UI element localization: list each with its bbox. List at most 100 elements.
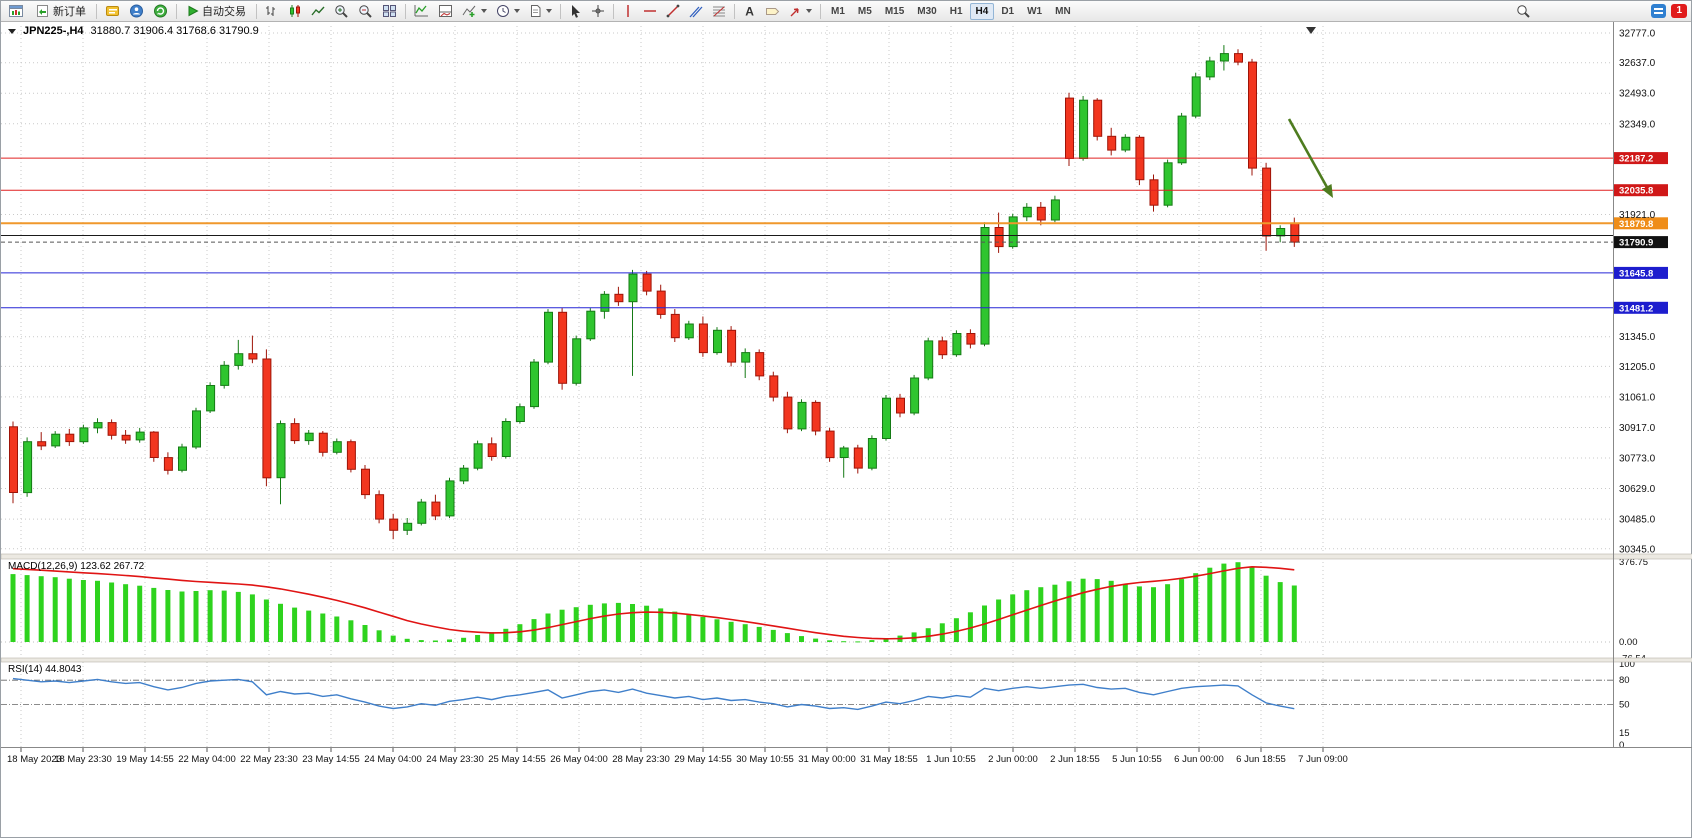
timeframe-w1[interactable]: W1 [1027,5,1043,17]
channel-tool-button[interactable] [685,2,707,20]
vertical-line-icon [627,5,629,17]
panel-separator[interactable] [1,657,1692,663]
macd-bar [1122,584,1128,642]
rsi-axis-tick: 50 [1619,700,1630,711]
macd-bar [855,641,861,643]
arrows-tool-button[interactable] [785,2,816,20]
price-axis-tick: 32777.0 [1619,29,1656,40]
indicator-window-button[interactable] [434,2,457,20]
periods-button[interactable] [492,2,524,20]
macd-bar [587,604,593,642]
candle-body [459,467,469,482]
bars-mode-button[interactable] [261,2,283,20]
candle-body [924,340,934,379]
vertical-line-tool-button[interactable] [618,2,638,20]
zoom-in-button[interactable] [330,2,353,20]
notification-badge[interactable]: 1 [1671,4,1687,18]
timeframe-m5[interactable]: M5 [857,5,872,17]
new-order-button[interactable]: 新订单 [30,2,92,20]
chart-ohlc-values: 31880.7 31906.4 31768.6 31790.9 [90,25,259,37]
chat-button[interactable] [1647,2,1670,20]
macd-bar [1024,590,1030,642]
chat-icon [1651,4,1667,18]
community-button[interactable] [125,2,148,20]
rsi-line [12,677,1295,711]
candle-body [248,353,258,360]
chart-symbol-period: JPN225-,H4 [23,25,84,37]
new-chart-button[interactable] [5,2,29,20]
price-axis-tick: 32349.0 [1619,119,1656,130]
candle-body [741,352,751,363]
candle-body [1276,228,1286,237]
timeframe-d1[interactable]: D1 [1001,5,1015,17]
crosshair-tool-button[interactable] [587,2,609,20]
line-mode-button[interactable] [307,2,329,20]
metaeditor-button[interactable] [101,2,124,20]
cursor-tool-button[interactable] [565,2,586,20]
timeframe-h1[interactable]: H1 [949,5,963,17]
candle-body [1262,167,1272,237]
candle-body [361,468,370,496]
zoom-out-button[interactable] [354,2,377,20]
add-indicator-button[interactable] [458,2,491,20]
macd-bar [1291,585,1297,642]
macd-bar [1207,567,1213,642]
arrow-annotation[interactable] [1287,118,1330,191]
price-axis-tick: 31345.0 [1619,332,1656,343]
macd-signal-line [12,565,1295,640]
text-tool-button[interactable]: A [739,2,760,20]
macd-bar [10,574,16,642]
templates-button[interactable] [525,2,556,20]
dropdown-caret-icon [514,9,520,13]
time-axis-tick: 2 Jun 00:00 [988,754,1038,765]
indicators-button[interactable] [410,2,433,20]
tile-windows-button[interactable] [378,2,401,20]
candle-body [544,311,553,363]
macd-bar [1249,566,1255,642]
candles-mode-button[interactable] [284,2,306,20]
time-axis-tick: 6 Jun 00:00 [1174,754,1224,765]
toolbar-separator [560,3,561,19]
macd-bar [376,630,382,642]
macd-bar [137,585,143,642]
candle-body [1050,199,1060,221]
timeframe-h4[interactable]: H4 [969,2,995,20]
macd-bar [925,628,931,642]
macd-bar [939,623,945,642]
timeframe-m1[interactable]: M1 [831,5,845,17]
candle-body [346,441,356,470]
search-button[interactable] [1512,2,1535,20]
candle-body [149,431,159,459]
toolbar-separator [820,3,821,19]
panel-separator[interactable] [1,553,1692,560]
candle-body [1022,206,1032,218]
fibonacci-tool-button[interactable] [708,2,730,20]
cursor-icon [572,5,580,18]
candle-body [825,430,835,459]
chart-shift-marker[interactable] [1306,27,1316,34]
timeframe-m30[interactable]: M30 [917,5,937,17]
macd-bar [66,578,72,642]
trendline-tool-button[interactable] [662,2,684,20]
timeframe-mn[interactable]: MN [1055,5,1071,17]
time-axis-tick: 30 May 10:55 [736,754,794,765]
macd-bar [418,640,424,642]
price-line-label-text: 32035.8 [1619,186,1653,197]
timeframe-m15[interactable]: M15 [884,5,905,17]
macd-bar [306,610,312,642]
autotrading-button[interactable]: 自动交易 [181,2,252,20]
macd-bar [784,633,790,642]
candle-body [994,227,1004,248]
candles-mode-icon [290,5,300,17]
candle-body [403,522,413,531]
arrow-annotation-head[interactable] [1321,184,1333,198]
horizontal-line-tool-button[interactable] [639,2,661,20]
market-button[interactable] [149,2,172,20]
label-tool-button[interactable] [761,2,784,20]
candle-body [65,433,75,443]
candle-body [79,427,89,443]
ohlc-toggle-icon[interactable] [8,28,16,34]
market-icon [154,4,167,18]
macd-bar [52,577,58,642]
price-line-label [1614,217,1668,230]
